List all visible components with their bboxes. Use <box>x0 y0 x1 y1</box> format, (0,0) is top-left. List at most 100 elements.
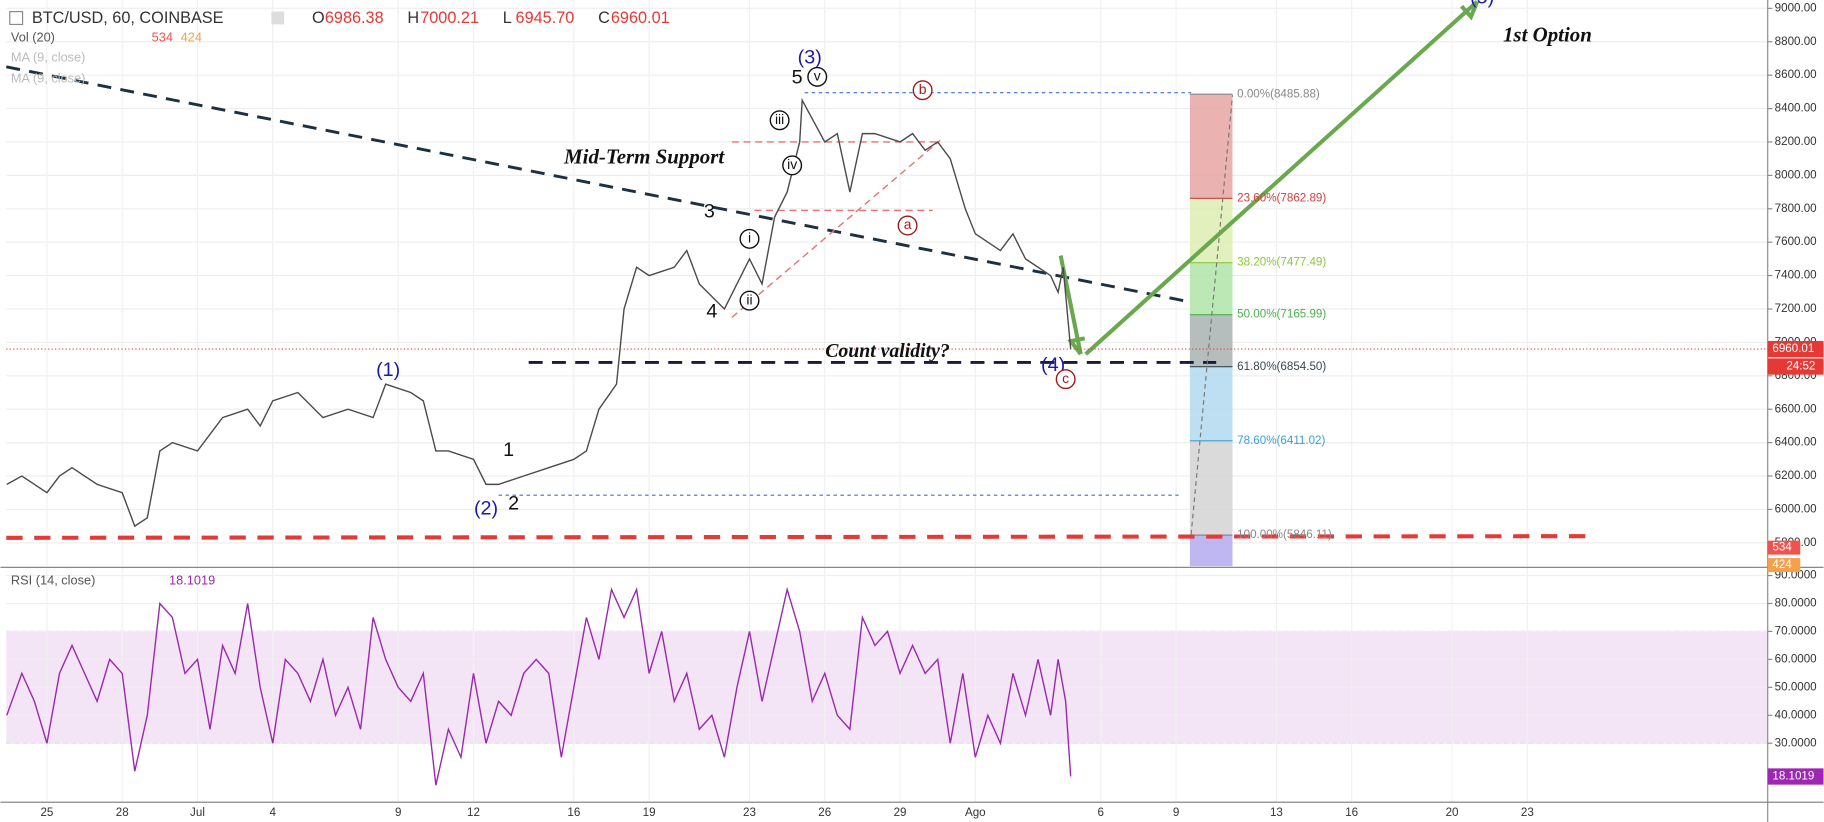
channel-diagonal <box>731 139 941 318</box>
wave-circle <box>912 80 933 101</box>
arrow-head <box>1460 0 1480 21</box>
fib-zone <box>1189 535 1233 567</box>
grid <box>6 0 1768 803</box>
rsi-last-box <box>1767 768 1824 785</box>
y-tick-label: 8600.00 <box>1775 68 1817 81</box>
collapse-icon[interactable] <box>9 11 24 25</box>
wave-label: iv <box>787 156 797 172</box>
wave-label: (5) <box>1470 0 1494 9</box>
symbol-title: BTC/USD, 60, COINBASE <box>32 9 224 27</box>
y-tick-label: 8200.00 <box>1775 135 1817 148</box>
ohlc-key: L <box>503 9 512 27</box>
y-tick-label: 50.0000 <box>1775 680 1817 693</box>
annotation-text: Mid-Term Support <box>563 144 725 168</box>
wave-label: i <box>748 230 751 246</box>
wave-label: (1) <box>376 359 400 381</box>
rsi-value: 18.1019 <box>169 573 215 588</box>
volume-axis-label: 534 <box>1772 541 1792 554</box>
fib-zone <box>1189 94 1233 199</box>
x-tick-label: 19 <box>643 806 656 819</box>
wave-label: 2 <box>508 493 519 515</box>
indicator-label: Vol (20) <box>11 30 55 45</box>
ohlc-key: O <box>312 9 325 27</box>
x-tick-label: Jul <box>190 806 205 819</box>
fib-label: 38.20%(7477.49) <box>1237 256 1326 269</box>
mid-term-support <box>6 65 1184 303</box>
annotation-text: Count validity? <box>825 340 950 362</box>
y-tick-label: 8800.00 <box>1775 35 1817 48</box>
countdown-label: 24:52 <box>1786 360 1815 373</box>
wave-label: 4 <box>706 301 717 323</box>
y-tick-label: 7200.00 <box>1775 302 1817 315</box>
volume-box <box>1767 540 1801 555</box>
ohlc-value: 6945.70 <box>516 9 575 27</box>
wave-circle <box>769 110 790 131</box>
wave-label: ii <box>746 291 752 307</box>
x-tick-label: Ago <box>965 806 986 819</box>
x-tick-label: 28 <box>116 806 129 819</box>
ohlc-value: 7000.21 <box>420 9 479 27</box>
y-tick-label: 8000.00 <box>1775 168 1817 181</box>
x-tick-label: 13 <box>1270 806 1283 819</box>
x-tick-label: 6 <box>1098 806 1104 819</box>
wave-label: 1 <box>503 439 514 461</box>
x-tick-label: 26 <box>818 806 831 819</box>
ohlc-key: C <box>598 9 610 27</box>
x-tick-label: 9 <box>1173 806 1179 819</box>
y-tick-label: 40.0000 <box>1775 708 1817 721</box>
x-tick-label: 16 <box>567 806 580 819</box>
series-line <box>6 97 1072 528</box>
ohlc-key: H <box>407 9 419 27</box>
ohlc-value: 6986.38 <box>325 9 384 27</box>
wave-label: (3) <box>798 47 822 69</box>
wave-label: iii <box>775 111 784 127</box>
wave-circle <box>807 66 828 87</box>
y-tick-label: 30.0000 <box>1775 736 1817 749</box>
volume-box <box>1767 558 1801 573</box>
y-tick-label: 70.0000 <box>1775 624 1817 637</box>
y-tick-label: 6000.00 <box>1775 502 1817 515</box>
fib-zone <box>1189 262 1233 315</box>
x-tick-label: 12 <box>467 806 480 819</box>
x-tick-label: 23 <box>1521 806 1534 819</box>
wave-label: a <box>904 216 912 232</box>
wave-circle <box>897 215 918 236</box>
annotations: 0.00%(8485.88) 23.60%(7862.89) 38.20%(7477… <box>376 0 1592 541</box>
fib-zone <box>1189 440 1233 536</box>
wave-circle <box>739 290 760 311</box>
x-tick-label: 16 <box>1345 806 1358 819</box>
last-price-box <box>1767 340 1824 358</box>
wave-label: v <box>814 68 821 84</box>
fib-label: 0.00%(8485.88) <box>1237 87 1320 100</box>
y-tick-label: 80.0000 <box>1775 597 1817 610</box>
settings-icon[interactable] <box>271 11 285 25</box>
x-tick-label: 25 <box>40 806 53 819</box>
fib-zone <box>1189 366 1233 441</box>
fib-label: 50.00%(7165.99) <box>1237 308 1326 321</box>
y-tick-label: 6600.00 <box>1775 402 1817 415</box>
legend: BTC/USD, 60, COINBASE Vol (20) MA (9, cl… <box>9 9 670 588</box>
fib-label: 100.00%(5846.11) <box>1237 528 1332 541</box>
fib-label: 61.80%(6854.50) <box>1237 360 1326 373</box>
volume-value: 424 <box>181 30 202 45</box>
x-tick-label: 20 <box>1446 806 1459 819</box>
wave-circle <box>1055 369 1076 390</box>
x-tick-label: 9 <box>395 806 401 819</box>
y-tick-label: 60.0000 <box>1775 652 1817 665</box>
ohlc-value: 6960.01 <box>611 9 670 27</box>
x-tick-label: 29 <box>894 806 907 819</box>
wave-label: c <box>1062 370 1069 386</box>
y-tick-label: 7800.00 <box>1775 202 1817 215</box>
rsi-title: RSI (14, close) <box>11 573 95 588</box>
countdown-box <box>1767 358 1824 375</box>
y-tick-label: 8400.00 <box>1775 102 1817 115</box>
fib-label: 23.60%(7862.89) <box>1237 191 1326 204</box>
arrow-head <box>1067 336 1086 356</box>
volume-value: 534 <box>152 30 173 45</box>
annotation-text: 1st Option <box>1503 23 1592 47</box>
fib-trend <box>1190 95 1234 535</box>
y-tick-label: 6400.00 <box>1775 436 1817 449</box>
